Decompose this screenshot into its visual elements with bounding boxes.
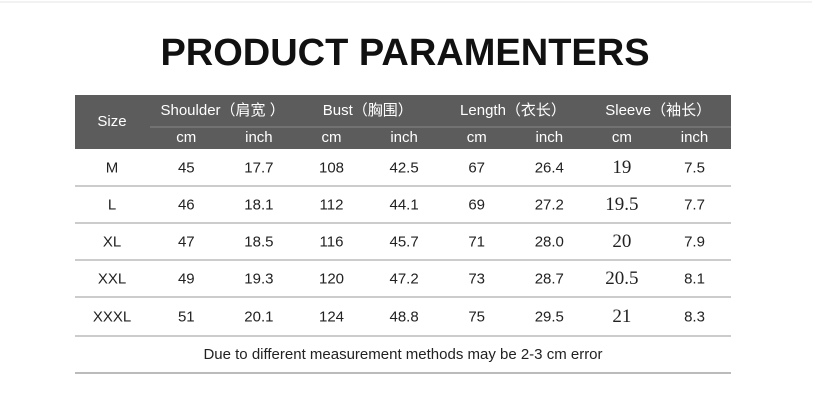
unit-header: cm (467, 129, 487, 146)
value-cell: 47 (178, 233, 195, 250)
size-cell: XXL (98, 270, 126, 287)
group-header: Length（衣长） (460, 102, 566, 119)
value-cell: 71 (468, 233, 485, 250)
unit-header: cm (612, 129, 632, 146)
value-cell: 67 (468, 159, 485, 176)
unit-header: inch (536, 129, 564, 146)
value-cell: 18.5 (244, 233, 273, 250)
value-cell: 20 (612, 231, 631, 252)
value-cell: 7.7 (684, 196, 705, 213)
value-cell: 21 (612, 306, 631, 327)
value-cell: 27.2 (535, 196, 564, 213)
value-cell: 17.7 (244, 159, 273, 176)
value-cell: 29.5 (535, 308, 564, 325)
value-cell: 19.3 (244, 270, 273, 287)
size-cell: L (108, 196, 116, 213)
value-cell: 8.3 (684, 308, 705, 325)
unit-header: cm (322, 129, 342, 146)
unit-header: inch (245, 129, 273, 146)
group-header: Bust（胸围） (323, 102, 413, 119)
value-cell: 19.5 (605, 194, 638, 215)
value-cell: 45.7 (389, 233, 418, 250)
value-cell: 26.4 (535, 159, 564, 176)
size-cell: XL (103, 233, 121, 250)
size-header: Size (97, 113, 126, 130)
value-cell: 49 (178, 270, 195, 287)
value-cell: 51 (178, 308, 195, 325)
value-cell: 47.2 (389, 270, 418, 287)
size-cell: XXXL (93, 308, 131, 325)
value-cell: 18.1 (244, 196, 273, 213)
page-title: PRODUCT PARAMENTERS (160, 32, 649, 74)
value-cell: 42.5 (389, 159, 418, 176)
value-cell: 20.5 (605, 268, 638, 289)
value-cell: 124 (319, 308, 344, 325)
value-cell: 69 (468, 196, 485, 213)
value-cell: 7.5 (684, 159, 705, 176)
unit-header: cm (176, 129, 196, 146)
size-cell: M (106, 159, 119, 176)
value-cell: 44.1 (389, 196, 418, 213)
value-cell: 116 (320, 233, 344, 250)
value-cell: 73 (468, 270, 485, 287)
value-cell: 48.8 (389, 308, 418, 325)
value-cell: 7.9 (684, 233, 705, 250)
value-cell: 8.1 (684, 270, 705, 287)
value-cell: 112 (320, 196, 344, 213)
group-header: Sleeve（袖长） (605, 102, 711, 119)
value-cell: 20.1 (244, 308, 273, 325)
header-bg (75, 95, 731, 149)
table-note: Due to different measurement methods may… (203, 346, 602, 363)
value-cell: 75 (468, 308, 485, 325)
value-cell: 28.7 (535, 270, 564, 287)
value-cell: 28.0 (535, 233, 564, 250)
unit-header: inch (681, 129, 709, 146)
value-cell: 45 (178, 159, 195, 176)
value-cell: 120 (319, 270, 344, 287)
value-cell: 46 (178, 196, 195, 213)
value-cell: 19 (612, 157, 631, 178)
value-cell: 108 (319, 159, 344, 176)
group-header: Shoulder（肩宽 ） (160, 102, 284, 119)
unit-header: inch (390, 129, 418, 146)
